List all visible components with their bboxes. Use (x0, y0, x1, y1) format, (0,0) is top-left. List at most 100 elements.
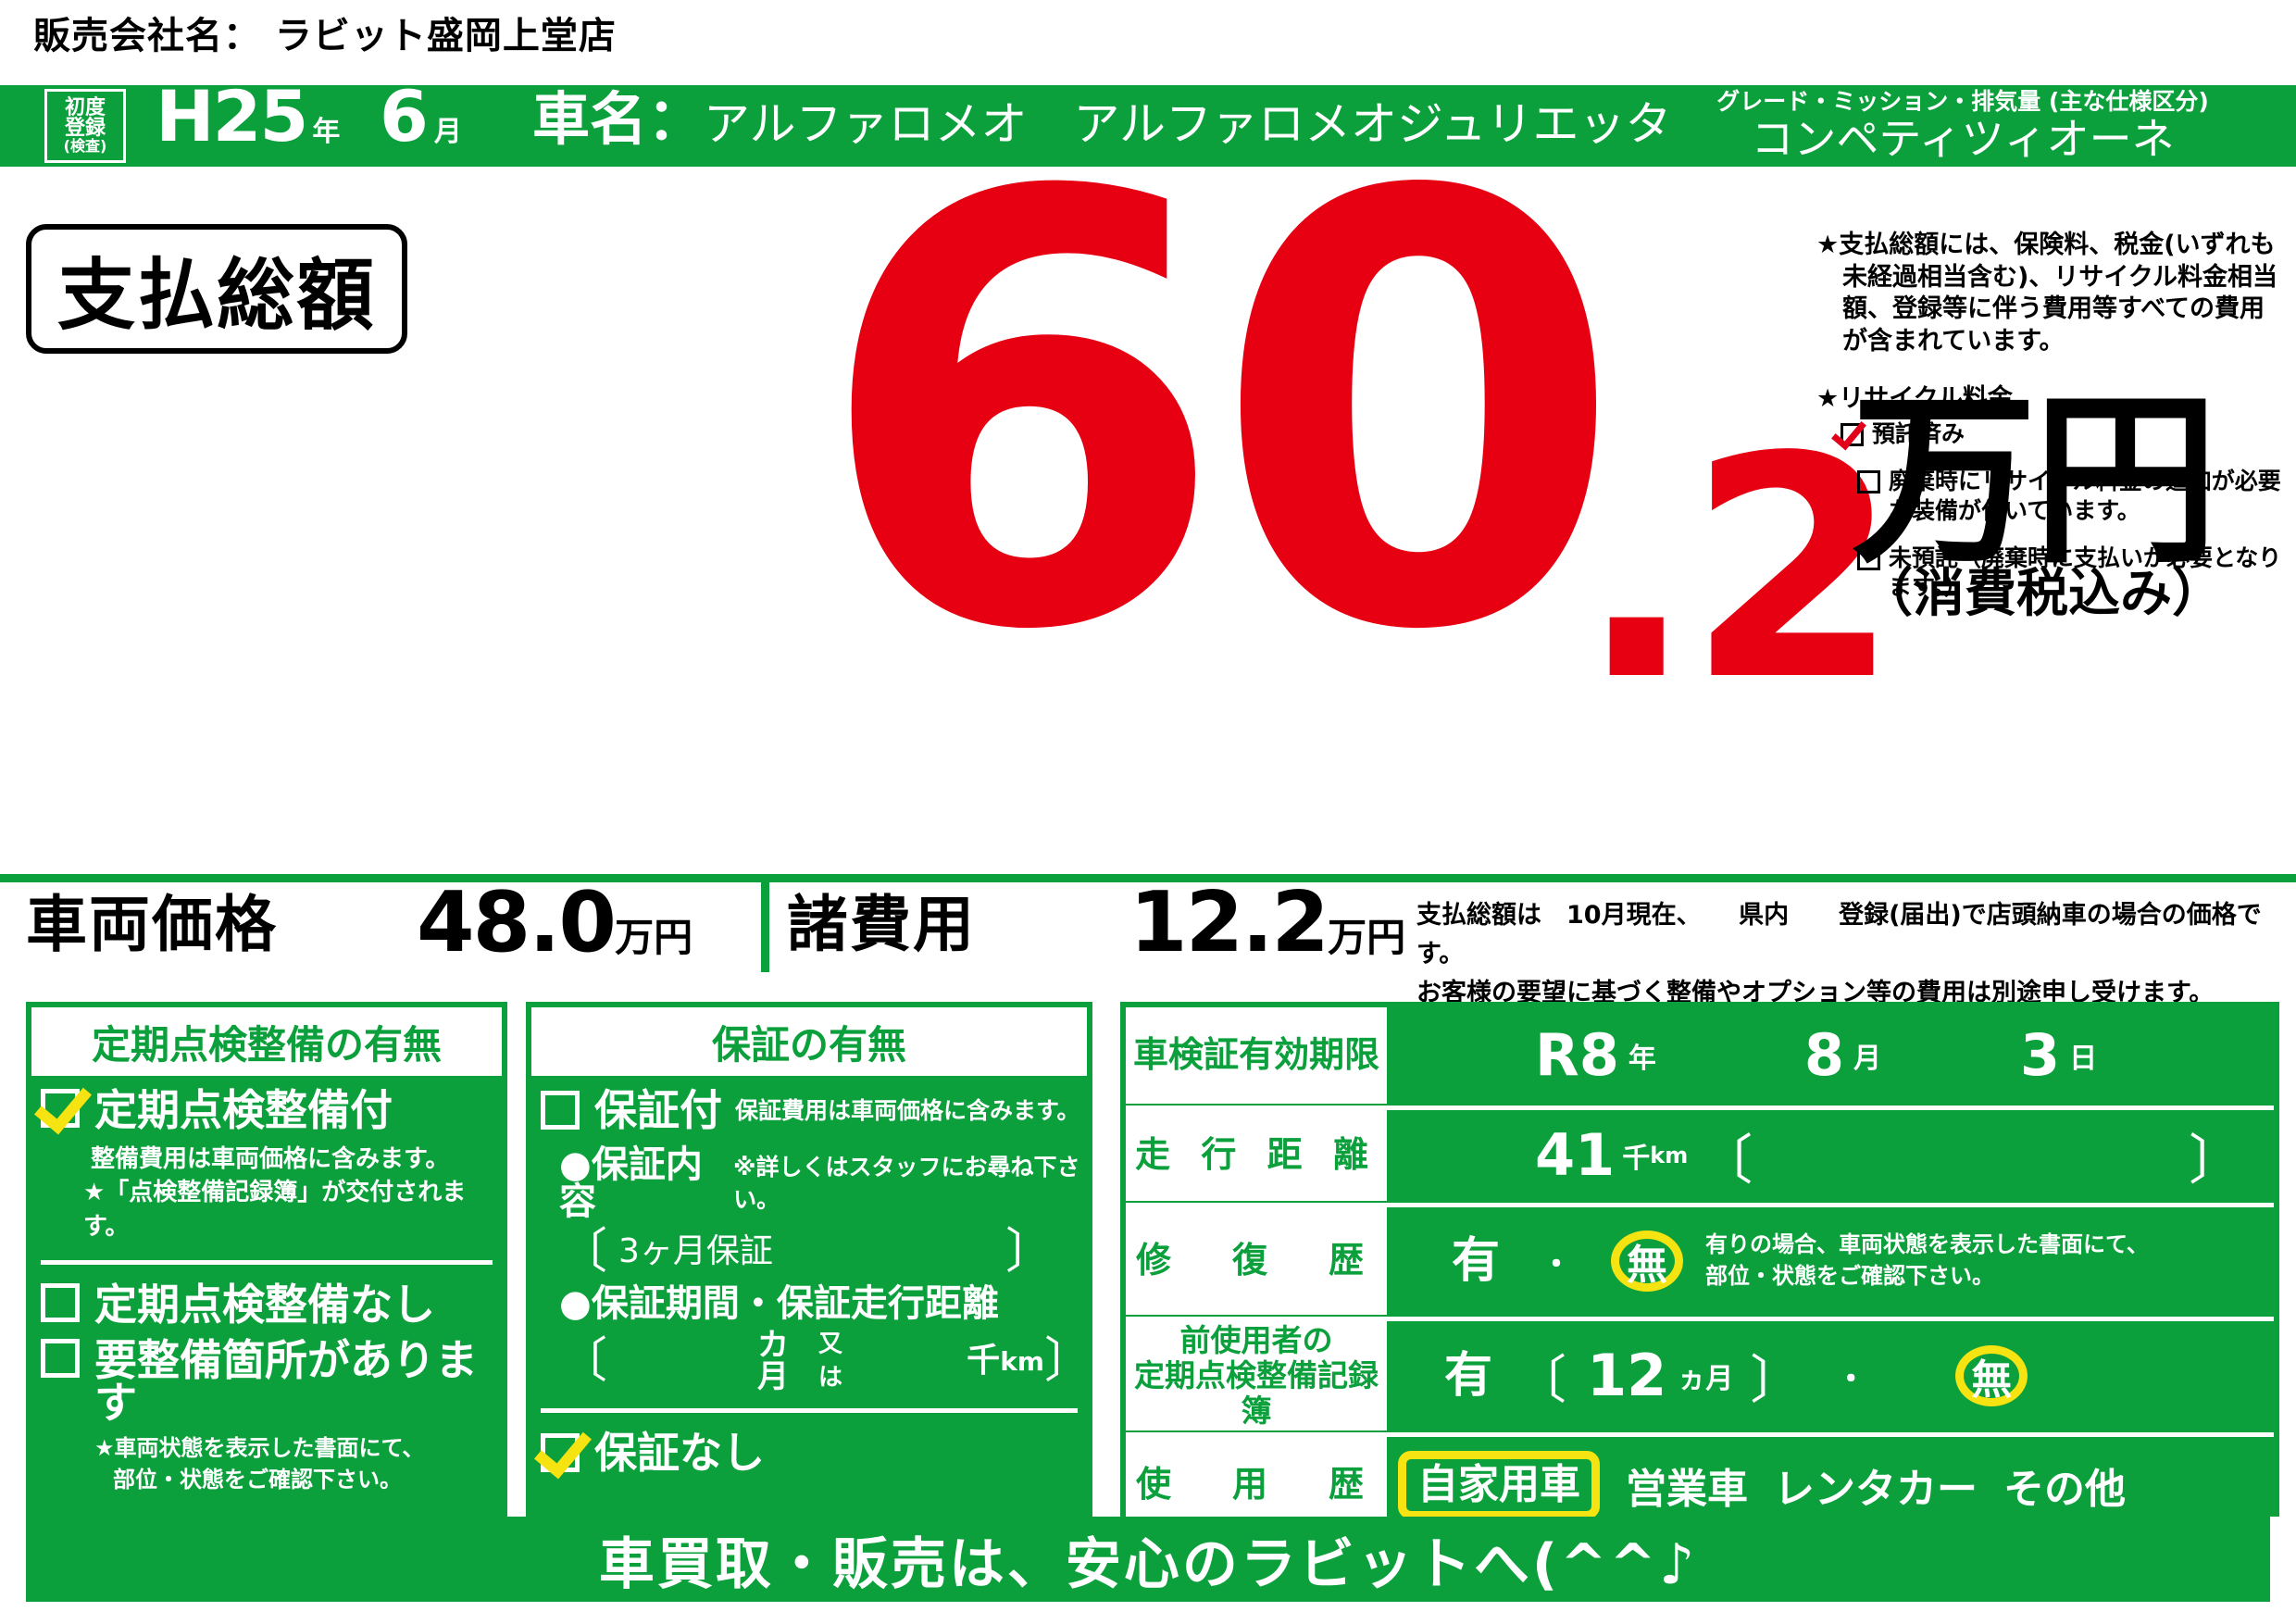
recycle-extra-label: 廃棄時にリサイクル料金の追加が必要な装備が付いています。 (1889, 468, 2281, 524)
prev-owner-label-line2: 定期点検整備記録簿 (1134, 1357, 1379, 1429)
reg-label-line1: 初度 (64, 96, 106, 119)
repair-history-no-selected[interactable]: 無 (1611, 1230, 1684, 1292)
registration-year: H25 年 (156, 81, 340, 152)
inspection-note-1: 整備費用は車両価格に含みます。 (91, 1145, 450, 1173)
grade-label: グレード・ミッション・排気量 (主な仕様区分) (1716, 88, 2209, 115)
usage-option-private-selected[interactable]: 自家用車 (1398, 1450, 1600, 1520)
checkbox-empty-icon[interactable] (541, 1091, 580, 1130)
checkbox-empty-icon[interactable] (41, 1339, 80, 1379)
usage-option-commercial[interactable]: 営業車 (1626, 1466, 1748, 1513)
bracket-close-icon: 〕 (1043, 1333, 1092, 1390)
row-value-inspection-expiry: R8 年 8 月 3 日 (1387, 1007, 2279, 1104)
row-value-repair-history: 有 ・ 無 有りの場合、車両状態を表示した書面にて、 部位・状態をご確認下さい。 (1387, 1207, 2279, 1315)
fineprint-block: 支払総額は 10月現在、 県内 登録(届出)で店頭納車の場合の価格です。 お客様… (1416, 896, 2287, 1013)
checkbox-checked-icon[interactable] (541, 1432, 580, 1472)
checkbox-checked-icon[interactable] (41, 1089, 80, 1128)
warranty-months-unit: カ月 (757, 1327, 789, 1396)
warranty-title: 保証の有無 (531, 1007, 1087, 1076)
fineprint-line1: 支払総額は 10月現在、 県内 登録(届出)で店頭納車の場合の価格です。 (1416, 901, 2262, 968)
recycle-deposited-option[interactable]: 預託済み (1816, 419, 2289, 448)
vehicle-price-number: 48.0 (417, 874, 617, 971)
bracket-close-icon: 〕 (1005, 1224, 1054, 1280)
warranty-period-value-row: 〔 カ月 又は 千 km 〕 (559, 1328, 1092, 1395)
prev-owner-no-selected[interactable]: 無 (1955, 1345, 2028, 1406)
inspection-option-with[interactable]: 定期点検整備付 (41, 1089, 507, 1131)
vehicle-header-band (0, 85, 2296, 167)
reg-label-line3: (検査) (63, 137, 107, 155)
warranty-option-with[interactable]: 保証付 保証費用は車両価格に含みます。 (541, 1089, 1092, 1131)
price-decimal: .2 (1578, 392, 1900, 747)
warranty-option-none[interactable]: 保証なし (541, 1431, 1092, 1474)
prev-owner-yes[interactable]: 有 (1444, 1348, 1493, 1404)
inspection-option-needs-repair[interactable]: 要整備箇所があります (41, 1339, 507, 1424)
total-payment-note: ★支払総額には、保険料、税金(いずれも未経過相当含む)、リサイクル料金相当額、登… (1816, 231, 2277, 356)
table-row-mileage: 走 行 距 離 41 千 km 〔 〕 (1120, 1110, 2279, 1201)
warranty-content-note: ※詳しくはスタッフにお尋ね下さい。 (733, 1154, 1080, 1213)
warranty-box: 保証の有無 保証付 保証費用は車両価格に含みます。 ●保証内容 ※詳しくはスタッ… (526, 1002, 1092, 1517)
warranty-option-with-label: 保証付 (594, 1085, 722, 1135)
row-value-previous-owner-record: 有 〔 12 ヵ月 〕 ・ 無 (1387, 1321, 2279, 1430)
row-label-inspection-expiry: 車検証有効期限 (1126, 1007, 1387, 1104)
usage-option-other[interactable]: その他 (2003, 1466, 2126, 1513)
warranty-content-row: ●保証内容 ※詳しくはスタッフにお尋ね下さい。 (559, 1146, 1092, 1220)
warranty-divider (541, 1407, 1078, 1413)
banner-text: 車買取・販売は、安心のラビットへ(^^♪ (598, 1531, 1698, 1597)
section-divider (0, 874, 2296, 882)
checkbox-empty-icon[interactable] (41, 1283, 80, 1323)
car-name-value: アルファロメオ アルファロメオジュリエッタ (704, 97, 1672, 151)
separator-dot: ・ (1541, 1245, 1573, 1283)
row-value-mileage: 41 千 km 〔 〕 (1387, 1110, 2279, 1201)
warranty-option-with-note: 保証費用は車両価格に含みます。 (735, 1096, 1080, 1124)
mileage-unit-sub: km (1650, 1143, 1689, 1168)
breakdown-divider (761, 881, 769, 972)
inspection-title: 定期点検整備の有無 (31, 1007, 502, 1076)
total-payment-label: 支払総額 (56, 249, 376, 341)
inspection-option-needs-repair-label: 要整備箇所があります (94, 1335, 478, 1429)
table-row-repair-history: 修 復 歴 有 ・ 無 有りの場合、車両状態を表示した書面にて、 部位・状態をご… (1120, 1207, 2279, 1315)
usage-option-rental[interactable]: レンタカー (1774, 1466, 1978, 1513)
row-label-previous-owner-record: 前使用者の 定期点検整備記録簿 (1126, 1321, 1387, 1430)
bracket-open-icon: 〔 (1699, 1129, 1753, 1192)
warranty-option-none-label: 保証なし (594, 1427, 765, 1478)
row-label-mileage: 走 行 距 離 (1126, 1110, 1387, 1201)
registration-label-box: 初度 登録 (検査) (44, 89, 126, 163)
expiry-day: 3 (2020, 1021, 2061, 1089)
expiry-year-unit: 年 (1628, 1043, 1656, 1075)
fees-number: 12.2 (1129, 874, 1329, 971)
table-divider (1126, 1317, 2274, 1321)
prev-owner-months-unit: ヵ月 (1678, 1363, 1734, 1395)
warranty-km-sub: km (1000, 1345, 1044, 1377)
warranty-content-label: ●保証内容 (559, 1143, 703, 1223)
checkbox-checked-icon[interactable] (1841, 423, 1864, 447)
bracket-open-icon: 〔 (559, 1333, 608, 1390)
table-row-inspection-expiry: 車検証有効期限 R8 年 8 月 3 日 (1120, 1007, 2279, 1104)
bracket-open-icon: 〔 (1515, 1350, 1567, 1411)
car-name-label: 車名： (532, 85, 705, 153)
table-divider (1126, 1432, 2274, 1437)
recycle-undeposited-option[interactable]: 未預託（廃棄時に支払いが必要となります。） (1816, 543, 2289, 602)
table-row-previous-owner-record: 前使用者の 定期点検整備記録簿 有 〔 12 ヵ月 〕 ・ 無 (1120, 1321, 2279, 1430)
total-payment-badge: 支払総額 (26, 224, 407, 354)
grade-value: コンペティツィオーネ (1751, 113, 2175, 164)
expiry-day-unit: 日 (2069, 1043, 2098, 1075)
table-divider (1126, 1106, 2274, 1110)
bracket-open-icon: 〔 (559, 1224, 608, 1280)
vehicle-price-unit: 万円 (615, 915, 693, 960)
warranty-or-label: 又は (818, 1330, 843, 1393)
repair-history-yes[interactable]: 有 (1452, 1233, 1501, 1289)
recycle-extra-equipment-option[interactable]: 廃棄時にリサイクル料金の追加が必要な装備が付いています。 (1816, 467, 2289, 525)
bracket-close-icon: 〕 (2188, 1129, 2242, 1192)
inspection-divider (41, 1260, 493, 1266)
recycle-undeposited-label: 未預託（廃棄時に支払いが必要となります。） (1889, 543, 2282, 601)
inspection-option-none[interactable]: 定期点検整備なし (41, 1283, 507, 1326)
checkbox-empty-icon[interactable] (1857, 470, 1880, 494)
bracket-close-icon: 〕 (1750, 1350, 1803, 1411)
tax-included-note: （消費税込み） (1861, 564, 2224, 624)
checkbox-empty-icon[interactable] (1857, 546, 1880, 570)
inspection-note-4: 部位・状態をご確認下さい。 (113, 1466, 402, 1493)
fees-value: 12.2万円 (1129, 881, 1405, 965)
registration-year-value: H25 (156, 75, 308, 157)
notes-panel: ★支払総額には、保険料、税金(いずれも未経過相当含む)、リサイクル料金相当額、登… (1816, 230, 2289, 601)
